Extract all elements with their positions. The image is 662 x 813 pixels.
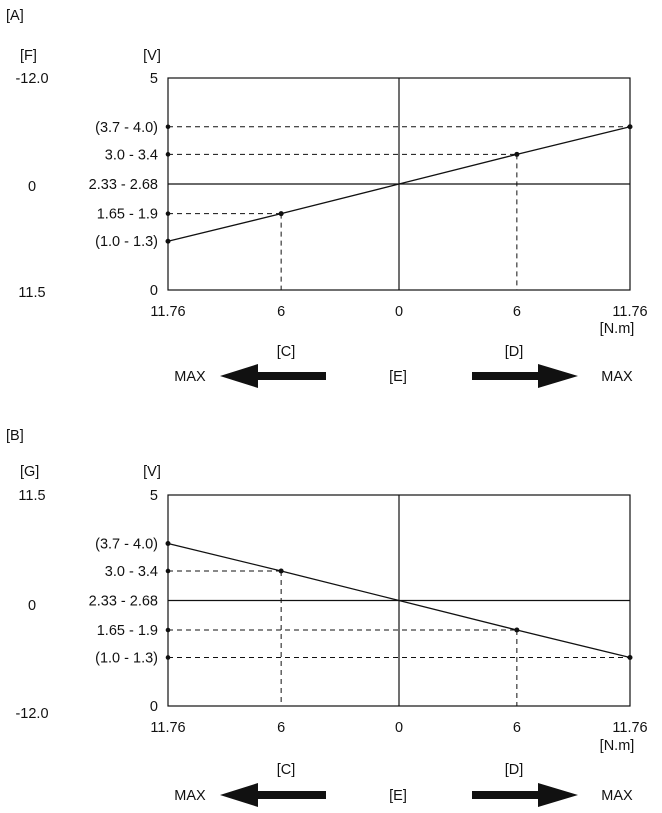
y-tick-label: 0 <box>150 283 158 299</box>
data-point <box>165 238 171 244</box>
axis-marker-dot <box>165 152 171 157</box>
direction-label-e: [E] <box>389 788 407 804</box>
y-tick-label: 2.33 - 2.68 <box>89 594 158 610</box>
x-tick-label: 11.76 <box>612 720 647 736</box>
series-line <box>167 126 631 242</box>
x-tick-label: 6 <box>513 304 521 320</box>
left-axis-label: [G] <box>20 464 39 480</box>
axis-marker-dot <box>165 211 171 216</box>
max-label-left: MAX <box>174 369 206 385</box>
y-tick-label: 0 <box>150 699 158 715</box>
y-tick-label: (3.7 - 4.0) <box>95 537 158 553</box>
y-tick-label: (1.0 - 1.3) <box>95 234 158 250</box>
left-tick-label: 11.5 <box>18 488 45 504</box>
x-axis-unit: [N.m] <box>600 738 635 754</box>
x-tick-label: 11.76 <box>150 720 185 736</box>
max-label-right: MAX <box>601 788 633 804</box>
y-tick-label: 2.33 - 2.68 <box>89 177 158 193</box>
x-axis-unit: [N.m] <box>600 321 635 337</box>
data-point <box>514 627 520 633</box>
y-tick-label: 3.0 - 3.4 <box>105 147 158 163</box>
direction-label-d: [D] <box>505 762 524 778</box>
y-tick-label: 1.65 - 1.9 <box>97 623 158 639</box>
x-tick-label: 0 <box>395 304 403 320</box>
data-point <box>627 124 633 130</box>
direction-label-d: [D] <box>505 344 524 360</box>
data-point <box>514 151 520 157</box>
panel-b: [B] [G] 11.5 0 -12.0 [V] 5 (3.7 - 4.0) 3.0 - 3.4… <box>6 428 648 807</box>
panel-label: [B] <box>6 428 24 444</box>
right-arrow-icon <box>472 783 578 807</box>
y-axis-label: [V] <box>143 48 161 64</box>
y-tick-label: (3.7 - 4.0) <box>95 120 158 136</box>
left-tick-label: -12.0 <box>15 71 48 87</box>
left-arrow-icon <box>220 783 326 807</box>
max-label-right: MAX <box>601 369 633 385</box>
data-point <box>278 211 284 217</box>
left-arrow-icon <box>220 364 326 388</box>
left-tick-label: 0 <box>28 179 36 195</box>
x-tick-label: 6 <box>513 720 521 736</box>
x-tick-label: 11.76 <box>150 304 185 320</box>
x-tick-label: 0 <box>395 720 403 736</box>
left-tick-label: -12.0 <box>15 706 48 722</box>
direction-label-c: [C] <box>277 344 296 360</box>
y-tick-label: (1.0 - 1.3) <box>95 650 158 666</box>
left-tick-label: 0 <box>28 598 36 614</box>
y-tick-label: 1.65 - 1.9 <box>97 207 158 223</box>
axis-marker-dot <box>165 124 171 130</box>
left-tick-label: 11.5 <box>18 285 45 301</box>
x-tick-label: 6 <box>277 720 285 736</box>
direction-label-c: [C] <box>277 762 296 778</box>
direction-label-e: [E] <box>389 369 407 385</box>
y-tick-label: 3.0 - 3.4 <box>105 564 158 580</box>
max-label-left: MAX <box>174 788 206 804</box>
data-point <box>278 568 284 574</box>
axis-marker-dot <box>165 655 171 660</box>
panel-a: [A] [F] -12.0 0 11.5 [V] 5 (3.7 - 4.0) 3.0 - 3.4… <box>6 8 648 388</box>
x-tick-label: 11.76 <box>612 304 647 320</box>
y-axis-label: [V] <box>143 464 161 480</box>
data-point <box>627 654 633 660</box>
x-tick-label: 6 <box>277 304 285 320</box>
y-tick-label: 5 <box>150 71 158 87</box>
axis-marker-dot <box>165 627 171 633</box>
left-axis-label: [F] <box>20 48 37 64</box>
right-arrow-icon <box>472 364 578 388</box>
data-point <box>165 541 171 547</box>
y-tick-label: 5 <box>150 488 158 504</box>
axis-marker-dot <box>165 568 171 574</box>
panel-label: [A] <box>6 8 24 24</box>
series-line <box>167 542 631 659</box>
